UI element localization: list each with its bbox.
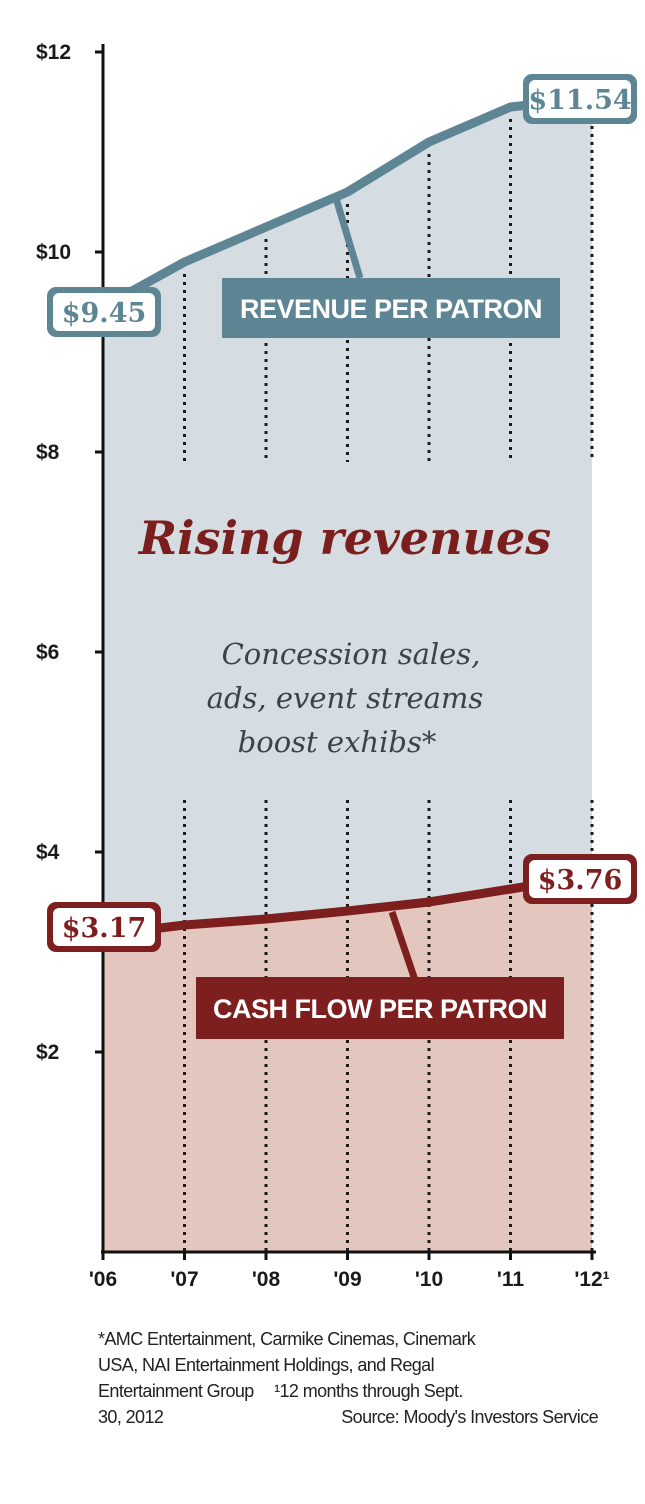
cash-flow-series-label-box [196,977,564,1039]
footnote-line-4: 30, 2012 [98,1407,164,1427]
cash-flow-line [102,871,593,940]
chart-subtitle-line-1: Concession sales, [222,637,481,671]
footnote: *AMC Entertainment, Carmike Cinemas, Cin… [98,1326,599,1430]
x-tick-label: '09 [333,1268,361,1291]
footnote-line-3: Entertainment Group [98,1381,254,1401]
cash-flow-series-label-text: CASH FLOW PER PATRON [213,994,547,1024]
axes: $12 $10 $8 $6 $4 $2 '06 '07 '08 '09 '10 '11 '12¹ [36,41,610,1291]
footnote-period-note: ¹12 months through Sept. [274,1381,463,1401]
cash-flow-start-label-inner [53,908,155,946]
source-note: Source: Moody's Investors Service [341,1407,598,1427]
revenue-start-label-text: $9.45 [62,298,147,329]
chart-subtitle-line-2: ads, event streams [207,681,484,715]
x-tick-label: '08 [252,1268,281,1291]
rising-revenues-chart: $12 $10 $8 $6 $4 $2 '06 '07 '08 '09 '10 '11 '12¹ $9.… [36,41,637,1291]
x-tick-label: '07 [170,1268,198,1291]
revenue-line [100,93,593,311]
x-tick-label: '06 [89,1268,117,1291]
y-tick-label: $4 [36,841,60,864]
callouts: $9.45 $11.54 $3.17 $3.76 REVENUE PER PATRON C… [47,74,637,1039]
x-tick-label: '11 [497,1268,525,1291]
revenue-end-label-inner [529,80,631,118]
cash-flow-leader-line [388,910,419,982]
revenue-leader-line [331,193,364,280]
revenue-series-label-box [222,278,560,338]
cash-flow-end-label-inner [529,860,631,898]
revenue-end-label-text: $11.54 [528,85,631,116]
cash-flow-start-label-text: $3.17 [62,913,147,944]
footnote-line-2: USA, NAI Entertainment Holdings, and Reg… [98,1355,435,1375]
y-tick-label: $2 [36,1041,59,1064]
footnote-line-1: *AMC Entertainment, Carmike Cinemas, Cin… [98,1329,476,1349]
revenue-series-label-text: REVENUE PER PATRON [240,294,542,324]
chart-subtitle-line-3: boost exhibs* [238,725,437,759]
y-tick-label: $10 [36,241,71,264]
revenue-start-label-inner [53,293,155,331]
series-lines [100,93,593,982]
chart-title: Rising revenues [137,511,551,565]
cash-flow-end-label-text: $3.76 [538,865,623,896]
y-tick-label: $8 [36,441,60,464]
x-tick-label: '10 [415,1268,443,1291]
y-tick-label: $6 [36,641,59,664]
chart-title-block: Rising revenues Concession sales, ads, e… [137,511,551,759]
y-tick-label: $12 [36,41,71,64]
x-tick-label: '12¹ [574,1268,609,1291]
